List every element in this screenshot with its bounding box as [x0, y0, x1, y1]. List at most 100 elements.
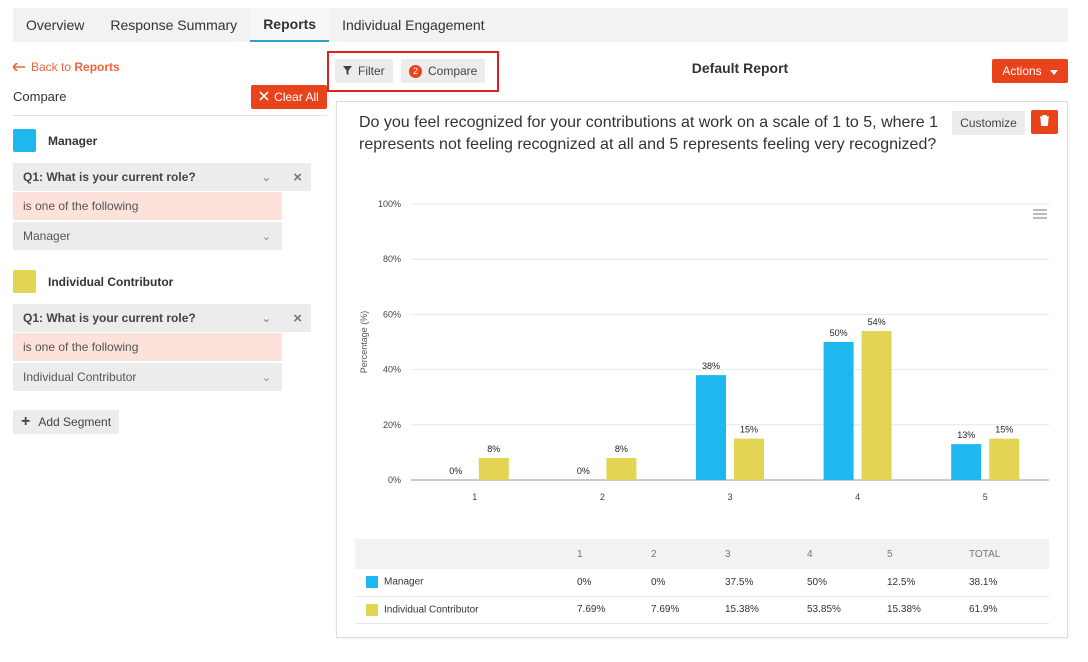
y-tick-label: 40% [383, 365, 401, 375]
data-table: 1 2 3 4 5 TOTAL Manager 0% 0% 37.5% 50% … [355, 539, 1049, 624]
x-tick-label: 2 [600, 492, 605, 502]
filter-label: Filter [358, 64, 385, 78]
data-label: 0% [449, 466, 462, 476]
segment-condition[interactable]: is one of the following [13, 192, 282, 220]
table-header-row: 1 2 3 4 5 TOTAL [355, 539, 1049, 569]
segment-question: Q1: What is your current role? [23, 170, 196, 184]
x-tick-label: 3 [727, 492, 732, 502]
data-label: 8% [615, 444, 628, 454]
add-segment-label: Add Segment [38, 415, 112, 429]
compare-count-badge: 2 [409, 64, 422, 78]
bar [861, 330, 892, 480]
back-prefix: Back to [31, 60, 72, 74]
bar [606, 457, 637, 480]
tab-reports[interactable]: Reports [250, 8, 330, 42]
y-tick-label: 100% [378, 199, 401, 209]
bar [734, 438, 764, 480]
table-header-cell: 3 [725, 539, 807, 569]
report-card: Do you feel recognized for your contribu… [336, 101, 1068, 638]
bar [951, 444, 982, 480]
table-header-cell: 5 [887, 539, 969, 569]
table-cell: 38.1% [969, 569, 1049, 597]
clear-all-label: Clear All [274, 90, 319, 104]
segment-value-select[interactable]: Manager ⌄ [13, 222, 282, 250]
segment-header-manager: Manager [13, 129, 97, 152]
sidebar-divider [13, 115, 327, 116]
legend-swatch [366, 576, 378, 589]
segment-color-swatch[interactable] [13, 270, 36, 293]
bar [823, 342, 854, 480]
bar [478, 457, 509, 480]
y-tick-label: 60% [383, 309, 401, 319]
add-segment-button[interactable]: + Add Segment [13, 410, 119, 434]
arrow-left-icon [11, 60, 25, 74]
y-tick-label: 20% [383, 420, 401, 430]
table-header-cell: TOTAL [969, 539, 1049, 569]
remove-segment-icon[interactable]: × [293, 168, 302, 186]
bar [989, 438, 1020, 480]
chevron-down-icon[interactable]: ⌄ [261, 171, 271, 184]
segment-header-individual-contributor: Individual Contributor [13, 270, 173, 293]
row-name: Manager [384, 576, 424, 588]
table-cell: 12.5% [887, 569, 969, 597]
back-target: Reports [74, 60, 120, 74]
filter-button[interactable]: Filter [335, 59, 393, 83]
segment-value-select[interactable]: Individual Contributor ⌄ [13, 363, 282, 391]
filter-icon [343, 64, 352, 78]
caret-down-icon [1049, 64, 1058, 78]
segment-name: Individual Contributor [48, 274, 174, 289]
data-label: 50% [830, 328, 848, 338]
table-cell: 15.38% [887, 596, 969, 624]
segment-question-select[interactable]: Q1: What is your current role? ⌄ × [13, 163, 311, 191]
data-label: 8% [487, 444, 500, 454]
filter-compare-highlight [327, 51, 499, 92]
compare-button[interactable]: 2 Compare [401, 59, 486, 83]
compare-heading: Compare [13, 89, 67, 104]
segment-color-swatch[interactable] [13, 129, 36, 152]
data-label: 15% [995, 425, 1013, 435]
remove-segment-icon[interactable]: × [293, 309, 302, 327]
segment-condition[interactable]: is one of the following [13, 333, 282, 361]
table-cell: 0% [651, 569, 725, 597]
data-label: 54% [868, 317, 886, 327]
back-to-reports-link[interactable]: Back to Reports [11, 60, 120, 74]
tab-response-summary[interactable]: Response Summary [110, 17, 238, 33]
x-tick-label: 5 [983, 492, 988, 502]
y-tick-label: 0% [388, 475, 401, 485]
table-cell: 7.69% [651, 596, 725, 624]
clear-all-button[interactable]: Clear All [251, 85, 327, 109]
table-cell: 37.5% [725, 569, 807, 597]
table-cell: 61.9% [969, 596, 1049, 624]
chevron-down-icon: ⌄ [261, 230, 271, 243]
chevron-down-icon: ⌄ [261, 371, 271, 384]
segment-value: Manager [23, 229, 71, 243]
actions-label: Actions [1002, 64, 1042, 78]
trash-icon [1040, 113, 1049, 131]
tab-individual-engagement[interactable]: Individual Engagement [342, 17, 485, 33]
table-header-cell: 2 [651, 539, 725, 569]
bar-chart: 0% 20% 40% 60% 80% 100% Percentage (%) 0% 8% 1 0% 8… [359, 199, 1049, 502]
delete-button[interactable] [1031, 110, 1058, 134]
chevron-down-icon[interactable]: ⌄ [261, 312, 271, 325]
plus-icon: + [21, 413, 31, 430]
segment-question-select[interactable]: Q1: What is your current role? ⌄ × [13, 304, 311, 332]
customize-button[interactable]: Customize [952, 111, 1025, 135]
row-name: Individual Contributor [384, 604, 479, 616]
table-row-label: Manager [355, 569, 577, 597]
actions-button[interactable]: Actions [992, 59, 1068, 83]
chart-menu-icon[interactable] [1033, 209, 1047, 221]
table-row-label: Individual Contributor [355, 596, 577, 624]
question-text: Do you feel recognized for your contribu… [359, 114, 938, 153]
data-label: 38% [702, 361, 720, 371]
segment-name: Manager [48, 133, 98, 148]
table-row: Individual Contributor 7.69% 7.69% 15.38… [355, 596, 1049, 624]
y-tick-label: 80% [383, 254, 401, 264]
x-tick-label: 1 [472, 492, 477, 502]
table-row: Manager 0% 0% 37.5% 50% 12.5% 38.1% [355, 569, 1049, 597]
segment-value: Individual Contributor [23, 370, 137, 384]
table-header-cell: 1 [577, 539, 651, 569]
y-axis-label: Percentage (%) [359, 311, 369, 374]
tab-overview[interactable]: Overview [26, 17, 85, 33]
tab-bar: Overview Response Summary Reports Indivi… [13, 8, 1068, 42]
segment-question: Q1: What is your current role? [23, 311, 196, 325]
